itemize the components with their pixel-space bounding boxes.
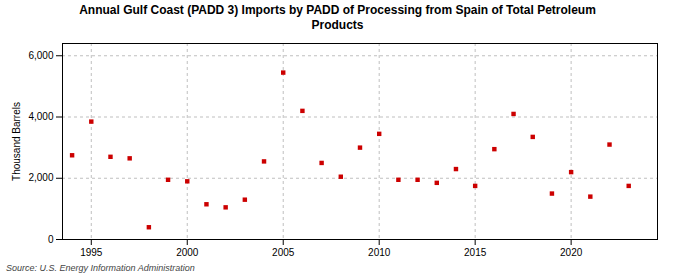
svg-text:Thousand Barrels: Thousand Barrels xyxy=(11,102,22,181)
html-text:Source: U.S. Energy Informatio: Source: U.S. Energy Information Administ… xyxy=(6,263,195,273)
html-text:Annual Gulf Coast (PADD 3) Imp: Annual Gulf Coast (PADD 3) Imports by PA… xyxy=(79,3,596,32)
svg-text:2020: 2020 xyxy=(560,247,583,258)
svg-text:0: 0 xyxy=(48,234,54,245)
svg-text:1995: 1995 xyxy=(80,247,103,258)
svg-text:2000: 2000 xyxy=(176,247,199,258)
svg-text:2005: 2005 xyxy=(272,247,295,258)
svg-text:6,000: 6,000 xyxy=(28,50,53,61)
svg-text:4,000: 4,000 xyxy=(28,111,53,122)
svg-text:2010: 2010 xyxy=(368,247,391,258)
svg-text:2015: 2015 xyxy=(464,247,487,258)
svg-text:2,000: 2,000 xyxy=(28,172,53,183)
